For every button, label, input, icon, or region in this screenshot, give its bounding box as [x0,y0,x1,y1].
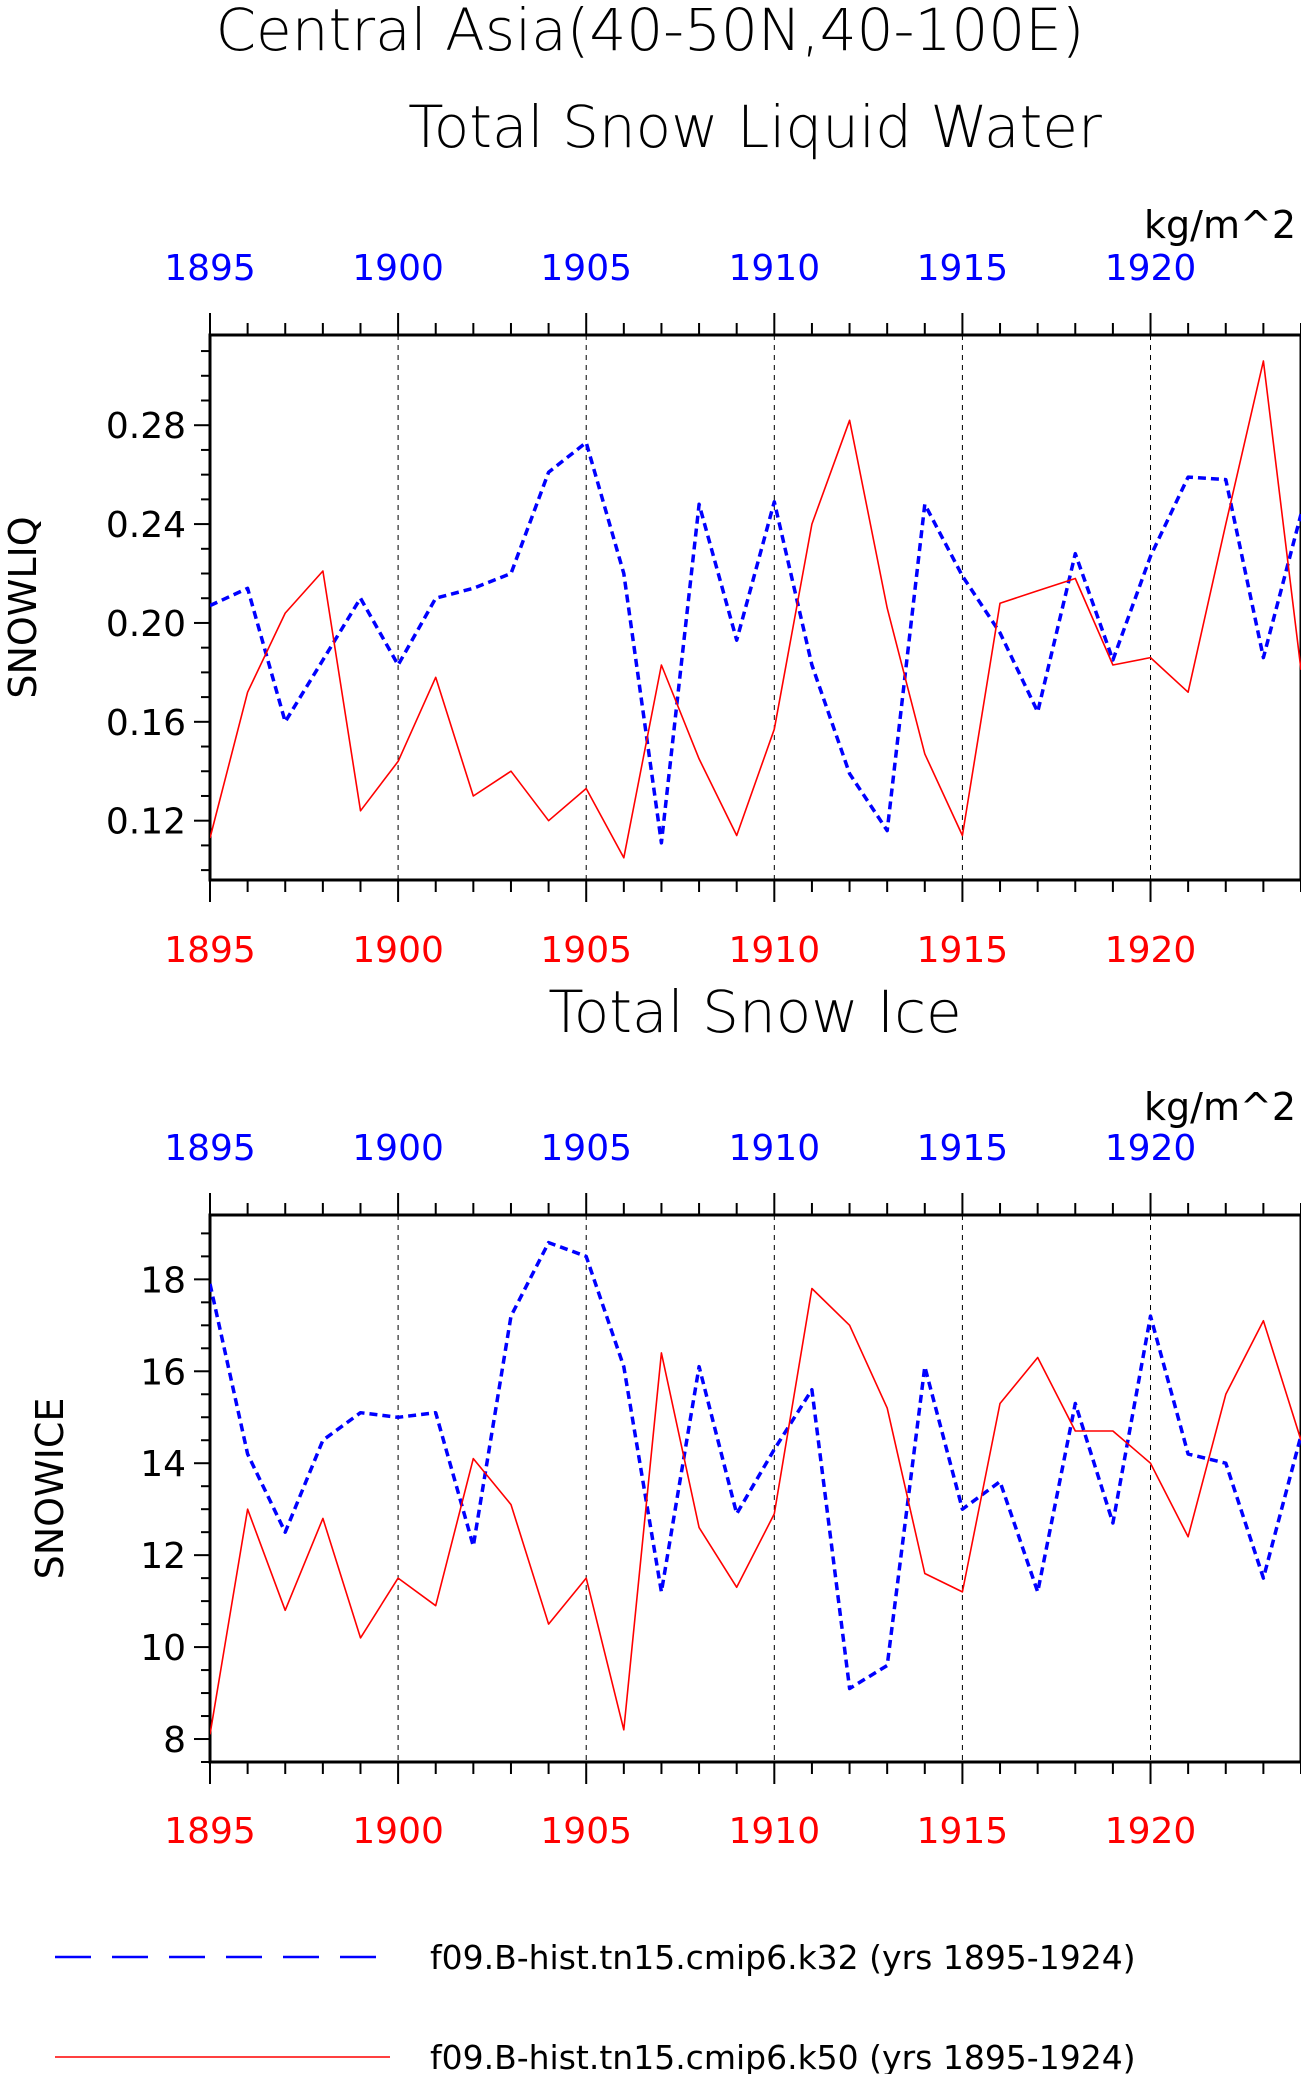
p2-ytick-label: 10 [140,1628,186,1669]
p1-xtick-label-top: 1915 [917,248,1009,289]
p2-xtick-label-bottom: 1910 [728,1811,820,1852]
p2-xtick-label-bottom: 1905 [540,1811,632,1852]
legend-label-k50: f09.B-hist.tn15.cmip6.k50 (yrs 1895-1924… [430,2038,1136,2074]
p1-ylabel: SNOWLIQ [1,516,45,698]
p1-series-k32-line [210,440,1301,845]
p2-xtick-label-bottom: 1900 [352,1811,444,1852]
p1-ytick-label: 0.12 [106,802,186,843]
snowliq-panel: 0.12 0.16 0.20 0.24 0.28 1895 1895 1900 1900 1905… [1,248,1301,971]
p2-series-group [210,1240,1301,1735]
p1-xtick-label-bottom: 1895 [164,930,256,971]
panel-2-title: Total Snow Ice [548,978,962,1046]
panel-2-units: kg/m^2 [1144,1085,1296,1129]
p1-xtick-label-top: 1920 [1105,248,1197,289]
p1-xtick-label-bottom: 1900 [352,930,444,971]
p2-ytick-label: 16 [140,1352,186,1393]
p1-series-k50-line [210,360,1301,859]
p2-xtick-label-top: 1910 [728,1128,820,1169]
p1-ytick-label: 0.28 [106,406,186,447]
p2-ytick-label: 8 [163,1720,186,1761]
p2-xtick-label-bottom: 1895 [164,1811,256,1852]
p1-xtick-label-top: 1895 [164,248,256,289]
p2-xtick-label-top: 1915 [917,1128,1009,1169]
p2-xtick-label-top: 1905 [540,1128,632,1169]
p2-ylabel: SNOWICE [28,1398,72,1580]
p2-xtick-label-bottom: 1915 [917,1811,1009,1852]
p2-xtick-label-top: 1920 [1105,1128,1197,1169]
p2-series-k32-line [210,1240,1301,1691]
p1-xtick-label-bottom: 1905 [540,930,632,971]
p2-xtick-label-top: 1895 [164,1128,256,1169]
panel-1-title: Total Snow Liquid Water [408,93,1102,161]
legend: f09.B-hist.tn15.cmip6.k32 (yrs 1895-1924… [55,1938,1136,2074]
p2-ytick-label: 18 [140,1260,186,1301]
p1-xtick-label-top: 1900 [352,248,444,289]
p2-plot-frame [208,1213,1301,1764]
p1-ytick-label: 0.16 [106,703,186,744]
p2-ytick-label: 14 [140,1444,186,1485]
p1-ytick-label: 0.20 [106,604,186,645]
panel-1-units: kg/m^2 [1144,203,1296,247]
main-title: Central Asia(40-50N,40-100E) [216,0,1085,64]
p1-xtick-label-top: 1910 [728,248,820,289]
p1-xtick-label-bottom: 1915 [917,930,1009,971]
p1-series-group [210,360,1301,859]
p1-xtick-label-top: 1905 [540,248,632,289]
p1-xtick-label-bottom: 1920 [1105,930,1197,971]
legend-label-k32: f09.B-hist.tn15.cmip6.k32 (yrs 1895-1924… [430,1938,1136,1977]
p2-xtick-label-top: 1900 [352,1128,444,1169]
p2-ytick-label: 12 [140,1536,186,1577]
p1-plot-frame [208,333,1301,882]
snowice-panel: 8 10 12 14 16 18 1895 1895 1900 1900 1905 1905 1910 1… [28,1128,1301,1852]
p1-ytick-label: 0.24 [106,505,186,546]
p1-xtick-label-bottom: 1910 [728,930,820,971]
p2-series-k50-line [210,1287,1301,1735]
p2-xtick-label-bottom: 1920 [1105,1811,1197,1852]
